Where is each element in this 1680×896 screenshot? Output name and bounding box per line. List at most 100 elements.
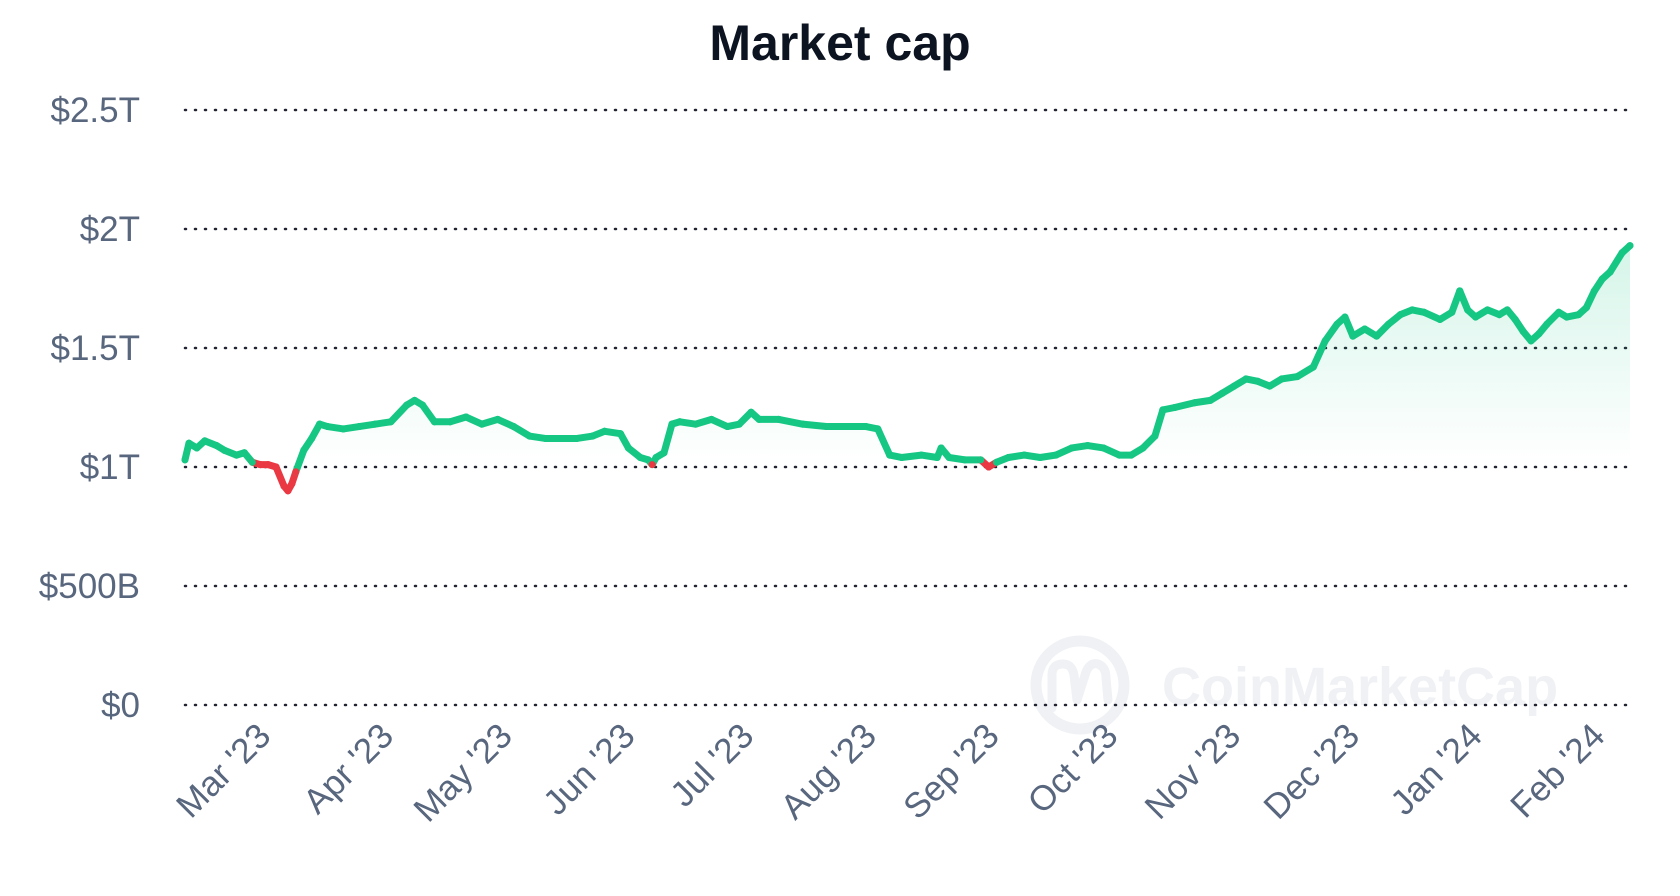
data-point bbox=[898, 453, 906, 461]
data-point bbox=[1115, 451, 1123, 459]
data-point bbox=[933, 453, 941, 461]
data-point bbox=[446, 418, 454, 426]
data-point bbox=[1598, 275, 1606, 283]
data-point bbox=[624, 444, 632, 452]
data-point bbox=[280, 482, 288, 490]
data-point bbox=[1436, 315, 1444, 323]
data-point bbox=[1385, 320, 1393, 328]
coinmarketcap-logo-icon bbox=[1030, 635, 1130, 735]
x-tick-label: Apr '23 bbox=[296, 716, 401, 821]
data-point bbox=[232, 451, 240, 459]
data-point bbox=[355, 423, 363, 431]
data-point bbox=[917, 451, 925, 459]
data-point bbox=[1503, 306, 1511, 314]
data-point bbox=[300, 446, 308, 454]
data-point bbox=[403, 401, 411, 409]
series-line bbox=[181, 242, 1634, 495]
data-point bbox=[846, 423, 854, 431]
data-point bbox=[1099, 444, 1107, 452]
data-point bbox=[937, 444, 945, 452]
data-point bbox=[288, 480, 296, 488]
data-point bbox=[1396, 311, 1404, 319]
data-point bbox=[248, 458, 256, 466]
data-point bbox=[1171, 404, 1179, 411]
data-point bbox=[1563, 313, 1571, 321]
data-point bbox=[660, 449, 668, 457]
line-segment bbox=[1606, 249, 1626, 276]
data-point bbox=[494, 415, 502, 423]
y-tick-label: $1.5T bbox=[51, 329, 141, 368]
data-point bbox=[1036, 453, 1044, 461]
data-point bbox=[1333, 320, 1341, 328]
data-point bbox=[256, 461, 264, 469]
data-point bbox=[1321, 337, 1329, 345]
data-point bbox=[1206, 396, 1214, 404]
data-point bbox=[240, 449, 248, 457]
data-point bbox=[1420, 308, 1428, 316]
data-point bbox=[1472, 313, 1480, 321]
data-point bbox=[862, 423, 870, 431]
chart-title: Market cap bbox=[709, 15, 970, 71]
data-point bbox=[193, 444, 201, 452]
data-point bbox=[1159, 406, 1167, 414]
data-point bbox=[735, 420, 743, 428]
data-point bbox=[985, 463, 993, 471]
data-point bbox=[1618, 249, 1626, 257]
y-axis-ticks: $0 $500B $1T $1.5T $2T $2.5T bbox=[39, 91, 140, 725]
watermark-text: CoinMarketCap bbox=[1162, 657, 1558, 717]
data-point bbox=[324, 423, 332, 431]
data-point bbox=[292, 468, 300, 476]
data-point bbox=[799, 420, 807, 428]
data-point bbox=[1278, 375, 1286, 383]
data-point bbox=[1555, 308, 1563, 316]
data-point bbox=[822, 423, 830, 431]
y-tick-label: $2T bbox=[80, 210, 140, 249]
data-point bbox=[1004, 453, 1012, 461]
data-point bbox=[1575, 311, 1583, 319]
data-point bbox=[1242, 375, 1250, 383]
data-point bbox=[462, 413, 470, 421]
data-point bbox=[1293, 373, 1301, 381]
x-tick-label: Mar '23 bbox=[169, 716, 278, 825]
data-point bbox=[874, 425, 882, 433]
data-point bbox=[419, 401, 427, 409]
data-point bbox=[1230, 382, 1238, 390]
data-point bbox=[747, 408, 755, 416]
data-point bbox=[1127, 451, 1135, 459]
line-segment bbox=[387, 401, 411, 426]
data-point bbox=[755, 415, 763, 423]
data-point bbox=[616, 430, 624, 438]
data-point bbox=[316, 420, 324, 428]
data-point bbox=[1266, 382, 1274, 390]
data-point bbox=[1606, 268, 1614, 276]
x-tick-label: Jun '23 bbox=[536, 716, 643, 823]
data-point bbox=[636, 453, 644, 461]
data-point bbox=[387, 418, 395, 426]
x-axis-ticks: Mar '23 Apr '23 May '23 Jun '23 Jul '23 Aug '… bbox=[169, 716, 1612, 829]
x-tick-label: Jul '23 bbox=[663, 716, 761, 814]
data-point bbox=[541, 434, 549, 442]
x-tick-label: Aug '23 bbox=[773, 716, 884, 827]
line-segment bbox=[1309, 337, 1329, 371]
line-segment bbox=[660, 420, 676, 457]
data-point bbox=[723, 423, 731, 431]
data-point bbox=[601, 427, 609, 435]
data-point bbox=[1309, 363, 1317, 371]
data-point bbox=[1543, 320, 1551, 328]
data-point bbox=[1448, 308, 1456, 316]
x-tick-label: Jan '24 bbox=[1383, 716, 1490, 823]
data-point bbox=[1456, 287, 1464, 295]
data-point bbox=[430, 418, 438, 426]
data-point bbox=[201, 437, 209, 445]
y-tick-label: $500B bbox=[39, 567, 140, 606]
series-area-fill bbox=[185, 245, 1630, 463]
data-point bbox=[1527, 337, 1535, 345]
data-point bbox=[1341, 313, 1349, 321]
y-tick-label: $1T bbox=[80, 448, 140, 487]
data-point bbox=[1139, 444, 1147, 452]
x-tick-label: Feb '24 bbox=[1503, 716, 1612, 825]
data-point bbox=[652, 453, 660, 461]
data-point bbox=[1483, 306, 1491, 314]
data-point bbox=[1626, 242, 1634, 250]
data-point bbox=[1464, 306, 1472, 314]
